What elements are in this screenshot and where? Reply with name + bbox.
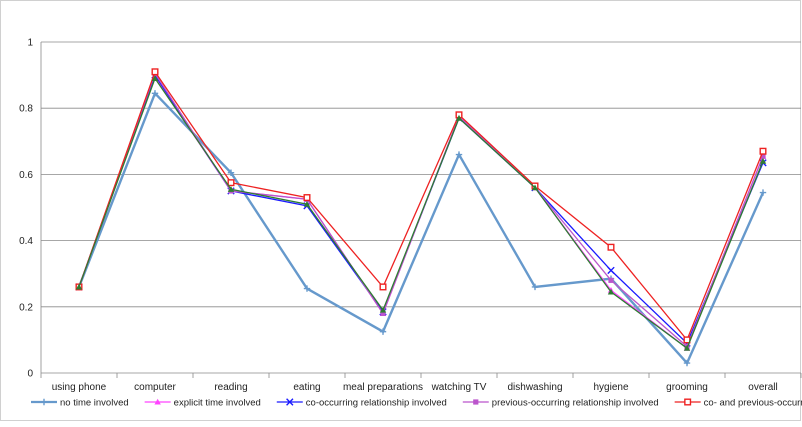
data-point xyxy=(608,267,614,273)
legend-item: co- and previous-occurring relationship … xyxy=(675,398,802,409)
y-tick-label: 0.2 xyxy=(19,302,33,313)
series xyxy=(76,74,766,351)
data-point xyxy=(380,284,386,290)
data-point xyxy=(608,244,614,250)
data-point xyxy=(152,69,158,75)
y-tick-label: 1 xyxy=(27,38,33,49)
grid xyxy=(41,42,801,307)
y-tick-label: 0.6 xyxy=(19,170,33,181)
x-tick-label: computer xyxy=(134,382,176,393)
data-point xyxy=(41,399,47,405)
legend-item: no time involved xyxy=(31,398,129,409)
x-tick-label: dishwashing xyxy=(507,382,562,393)
x-tick-label: eating xyxy=(293,382,320,393)
legend-label: previous-occurring relationship involved xyxy=(492,398,659,409)
data-point xyxy=(760,148,766,154)
x-tick-label: grooming xyxy=(666,382,708,393)
data-point xyxy=(228,180,234,186)
x-tick-label: meal preparations xyxy=(343,382,423,393)
legend-label: explicit time involved xyxy=(174,398,261,409)
legend-item: co-occurring relationship involved xyxy=(277,398,447,409)
y-tick-label: 0.8 xyxy=(19,104,33,115)
legend-label: co-occurring relationship involved xyxy=(306,398,447,409)
series xyxy=(76,71,765,349)
data-point xyxy=(304,195,310,201)
series-line xyxy=(79,73,763,346)
x-tick-label: hygiene xyxy=(593,382,628,393)
legend: no time involved explicit time involved co… xyxy=(31,398,802,409)
legend-label: no time involved xyxy=(60,398,129,409)
series xyxy=(76,69,766,343)
series-line xyxy=(79,72,763,340)
data-point xyxy=(608,278,613,283)
y-tick-label: 0 xyxy=(27,369,33,380)
x-tick-label: watching TV xyxy=(431,382,487,393)
x-tick-label: reading xyxy=(214,382,247,393)
legend-item: previous-occurring relationship involved xyxy=(463,398,659,409)
y-tick-label: 0.4 xyxy=(19,236,33,247)
x-tick-label: overall xyxy=(748,382,777,393)
legend-item: explicit time involved xyxy=(145,398,261,409)
data-point xyxy=(685,399,691,405)
data-point xyxy=(473,399,478,404)
legend-label: co- and previous-occurring relationship … xyxy=(704,398,802,409)
x-tick-label: using phone xyxy=(52,382,107,393)
series-lines xyxy=(76,69,766,366)
